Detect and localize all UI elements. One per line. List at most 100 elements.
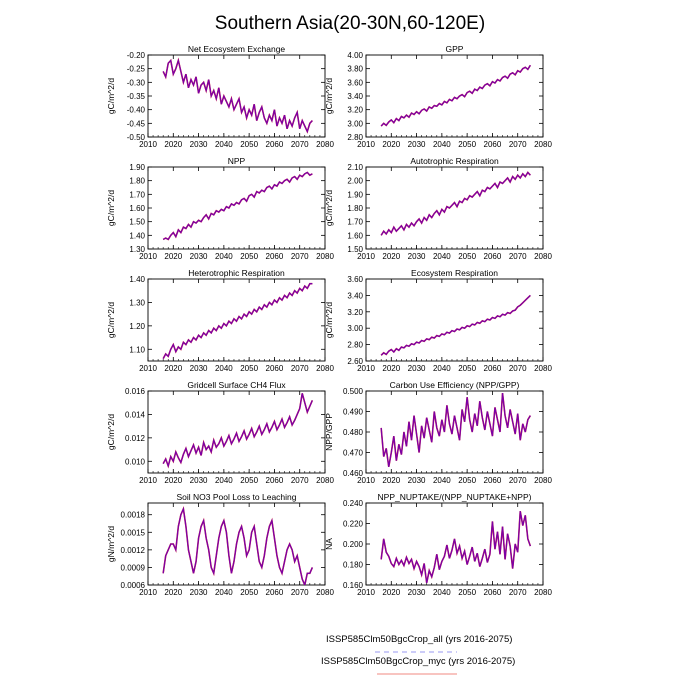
- x-tick-label: 2060: [266, 476, 284, 485]
- x-tick-label: 2080: [534, 364, 552, 373]
- x-tick-label: 2050: [240, 252, 258, 261]
- y-tick-label: 2.80: [347, 133, 363, 142]
- y-tick-label: 1.70: [347, 218, 363, 227]
- y-tick-label: 1.80: [347, 204, 363, 213]
- x-tick-label: 2060: [266, 364, 284, 373]
- x-tick-label: 2050: [240, 588, 258, 597]
- x-tick-label: 2030: [408, 140, 426, 149]
- x-tick-label: 2040: [433, 588, 451, 597]
- x-tick-label: 2040: [433, 476, 451, 485]
- plot-frame: [147, 390, 326, 474]
- y-tick-label: 3.00: [347, 119, 363, 128]
- x-tick-label: 2050: [240, 364, 258, 373]
- x-tick-label: 2030: [190, 140, 208, 149]
- chart-panel: Carbon Use Efficiency (NPP/GPP) NPP/GPP 20…: [324, 380, 552, 485]
- y-tick-label: -0.50: [127, 133, 146, 142]
- plot-frame: [365, 390, 544, 474]
- x-tick-label: 2080: [316, 252, 334, 261]
- chart-panel: GPP gC/m^2/d 2010 2020 2030 2040 2050 2060 2070 2…: [324, 44, 552, 149]
- series-line-myc: [162, 282, 313, 360]
- y-tick-label: 1.30: [129, 298, 145, 307]
- y-tick-label: 0.0018: [121, 511, 146, 520]
- x-tick-label: 2060: [484, 140, 502, 149]
- x-tick-label: 2070: [509, 476, 527, 485]
- x-tick-label: 2020: [164, 476, 182, 485]
- y-tick-label: 3.40: [347, 92, 363, 101]
- x-tick-label: 2070: [291, 588, 309, 597]
- y-tick-label: 2.80: [347, 341, 363, 350]
- x-tick-label: 2010: [357, 588, 375, 597]
- x-tick-label: 2030: [408, 252, 426, 261]
- y-axis-label: gC/m^2/d: [106, 302, 116, 338]
- x-tick-label: 2080: [534, 476, 552, 485]
- x-tick-label: 2040: [215, 364, 233, 373]
- y-tick-label: 1.20: [129, 322, 145, 331]
- y-tick-label: 3.60: [347, 275, 363, 284]
- series-line-myc: [380, 392, 532, 467]
- x-tick-label: 2060: [484, 252, 502, 261]
- x-tick-label: 2080: [316, 140, 334, 149]
- x-tick-label: 2040: [215, 588, 233, 597]
- x-tick-label: 2020: [164, 140, 182, 149]
- x-tick-label: 2050: [240, 476, 258, 485]
- x-tick-label: 2030: [190, 364, 208, 373]
- y-tick-label: 1.60: [129, 204, 145, 213]
- plot-frame: [147, 502, 326, 586]
- y-axis-label: gC/m^2/d: [106, 78, 116, 114]
- y-tick-label: 2.10: [347, 163, 363, 172]
- chart-panel: Heterotrophic Respiration gC/m^2/d 2010 202…: [106, 268, 334, 373]
- plot-frame: [147, 166, 326, 250]
- x-tick-label: 2010: [357, 252, 375, 261]
- y-tick-label: 1.30: [129, 245, 145, 254]
- y-axis-label: gC/m^2/d: [106, 190, 116, 226]
- x-tick-label: 2080: [534, 588, 552, 597]
- series-line-all: [162, 57, 313, 134]
- x-tick-label: 2010: [139, 588, 157, 597]
- y-tick-label: 3.40: [347, 291, 363, 300]
- y-tick-label: 3.80: [347, 65, 363, 74]
- x-tick-label: 2070: [509, 364, 527, 373]
- chart-title: Ecosystem Respiration: [411, 268, 498, 278]
- x-tick-label: 2060: [484, 588, 502, 597]
- chart-title: NPP: [228, 156, 246, 166]
- y-tick-label: 1.50: [347, 245, 363, 254]
- y-tick-label: 0.200: [343, 540, 364, 549]
- x-tick-label: 2080: [534, 252, 552, 261]
- x-tick-label: 2040: [215, 476, 233, 485]
- y-tick-label: 1.90: [129, 163, 145, 172]
- y-tick-label: 2.00: [347, 177, 363, 186]
- x-tick-label: 2050: [458, 252, 476, 261]
- x-tick-label: 2050: [458, 476, 476, 485]
- series-line-all: [162, 393, 313, 469]
- x-tick-label: 2080: [316, 364, 334, 373]
- x-tick-label: 2070: [509, 140, 527, 149]
- chart-title: Net Ecosystem Exchange: [188, 44, 286, 54]
- y-tick-label: 0.470: [343, 449, 364, 458]
- x-tick-label: 2020: [382, 252, 400, 261]
- y-tick-label: 1.40: [129, 275, 145, 284]
- x-tick-label: 2040: [433, 140, 451, 149]
- x-tick-label: 2020: [164, 588, 182, 597]
- y-tick-label: 0.240: [343, 499, 364, 508]
- chart-title: Heterotrophic Respiration: [188, 268, 285, 278]
- x-tick-label: 2070: [291, 476, 309, 485]
- chart-panel: Autotrophic Respiration gC/m^2/d 2010 2020 2…: [324, 156, 552, 261]
- chart-panel: Gridcell Surface CH4 Flux gC/m^2/d 2010 202…: [106, 380, 334, 485]
- y-axis-label: gN/m^2/d: [106, 526, 116, 562]
- chart-title: NPP_NUPTAKE/(NPP_NUPTAKE+NPP): [378, 492, 532, 502]
- x-tick-label: 2070: [291, 364, 309, 373]
- x-tick-label: 2020: [382, 476, 400, 485]
- y-tick-label: 3.00: [347, 324, 363, 333]
- x-tick-label: 2010: [357, 140, 375, 149]
- plot-frame: [365, 54, 544, 138]
- chart-panel: Ecosystem Respiration gC/m^2/d 2010 2020 203…: [324, 268, 552, 373]
- x-tick-label: 2030: [190, 476, 208, 485]
- x-tick-label: 2070: [509, 252, 527, 261]
- legend-label-myc: ISSP585Clm50BgcCrop_myc (yrs 2016-2075): [321, 656, 516, 667]
- series-line-all: [162, 283, 313, 359]
- x-tick-label: 2010: [139, 140, 157, 149]
- x-tick-label: 2080: [316, 588, 334, 597]
- x-tick-label: 2050: [458, 140, 476, 149]
- x-tick-label: 2050: [240, 140, 258, 149]
- x-tick-label: 2060: [266, 252, 284, 261]
